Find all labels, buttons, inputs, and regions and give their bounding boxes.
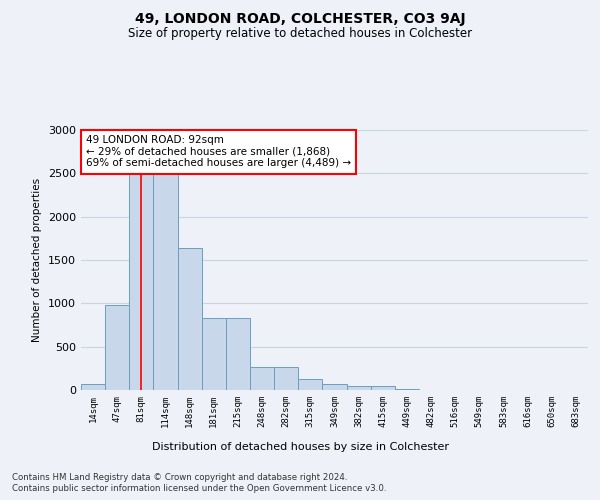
- Text: 49, LONDON ROAD, COLCHESTER, CO3 9AJ: 49, LONDON ROAD, COLCHESTER, CO3 9AJ: [134, 12, 466, 26]
- Text: Size of property relative to detached houses in Colchester: Size of property relative to detached ho…: [128, 28, 472, 40]
- Text: 49 LONDON ROAD: 92sqm
← 29% of detached houses are smaller (1,868)
69% of semi-d: 49 LONDON ROAD: 92sqm ← 29% of detached …: [86, 135, 351, 168]
- Bar: [81, 384, 105, 390]
- Bar: [371, 386, 395, 390]
- Bar: [322, 384, 347, 390]
- Bar: [298, 379, 322, 390]
- Y-axis label: Number of detached properties: Number of detached properties: [32, 178, 43, 342]
- Text: Contains public sector information licensed under the Open Government Licence v3: Contains public sector information licen…: [12, 484, 386, 493]
- Bar: [154, 174, 178, 390]
- Bar: [178, 248, 202, 390]
- Bar: [395, 389, 419, 390]
- Bar: [202, 318, 226, 390]
- Bar: [250, 366, 274, 390]
- Bar: [274, 366, 298, 390]
- Bar: [129, 174, 154, 390]
- Text: Distribution of detached houses by size in Colchester: Distribution of detached houses by size …: [151, 442, 449, 452]
- Bar: [347, 386, 371, 390]
- Text: Contains HM Land Registry data © Crown copyright and database right 2024.: Contains HM Land Registry data © Crown c…: [12, 472, 347, 482]
- Bar: [105, 304, 129, 390]
- Bar: [226, 318, 250, 390]
